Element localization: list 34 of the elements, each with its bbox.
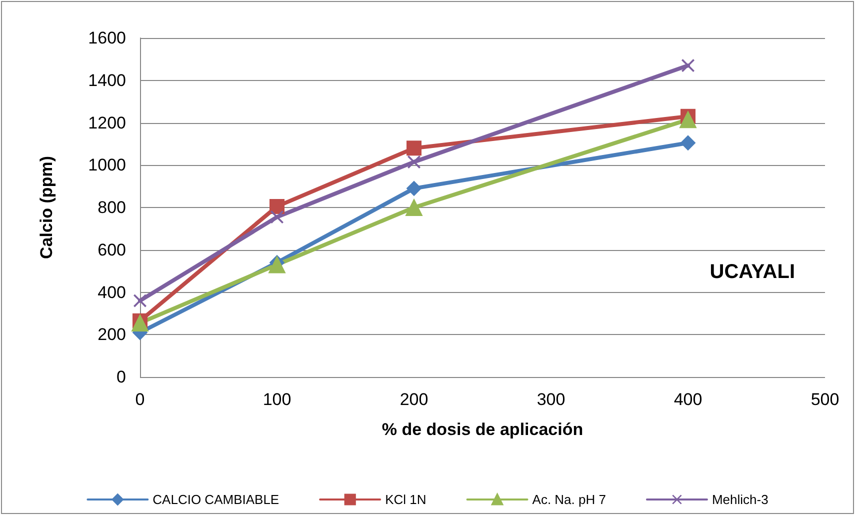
y-tick-label: 400 (98, 282, 126, 302)
legend-label: Mehlich-3 (712, 492, 768, 507)
y-tick-label: 1600 (88, 28, 126, 48)
y-axis-title: Calcio (ppm) (37, 156, 56, 259)
point (406, 180, 422, 196)
point (134, 294, 146, 308)
x-tick-label: 0 (135, 390, 145, 409)
x-tick-label: 200 (400, 390, 428, 409)
x-tick-label: 300 (536, 390, 566, 409)
point (682, 59, 694, 72)
y-tick-label: 1400 (88, 70, 126, 90)
y-tick-label: 1200 (88, 113, 126, 132)
point (408, 155, 420, 168)
y-tick-label: 0 (116, 368, 126, 386)
point (406, 140, 422, 156)
y-tick-label: 1000 (88, 156, 126, 175)
point (680, 135, 696, 150)
legend-label: KCl 1N (385, 492, 426, 507)
legend-label: Ac. Na. pH 7 (532, 492, 606, 507)
y-tick-label: 600 (98, 240, 126, 260)
point (270, 210, 284, 224)
point (406, 199, 422, 216)
annotation: UCAYALI (710, 261, 796, 283)
point (132, 314, 148, 332)
point (268, 256, 286, 274)
y-tick-label: 200 (98, 325, 126, 344)
x-tick-label: 400 (674, 390, 702, 409)
y-tick-label: 800 (98, 198, 126, 217)
x-tick-label: 100 (262, 390, 292, 409)
legend-label: CALCIO CAMBIABLE (152, 492, 280, 507)
point (680, 111, 696, 128)
x-tick-label: 500 (810, 390, 840, 409)
point (270, 198, 284, 214)
x-axis-title: % de dosis de aplicación (382, 420, 584, 439)
